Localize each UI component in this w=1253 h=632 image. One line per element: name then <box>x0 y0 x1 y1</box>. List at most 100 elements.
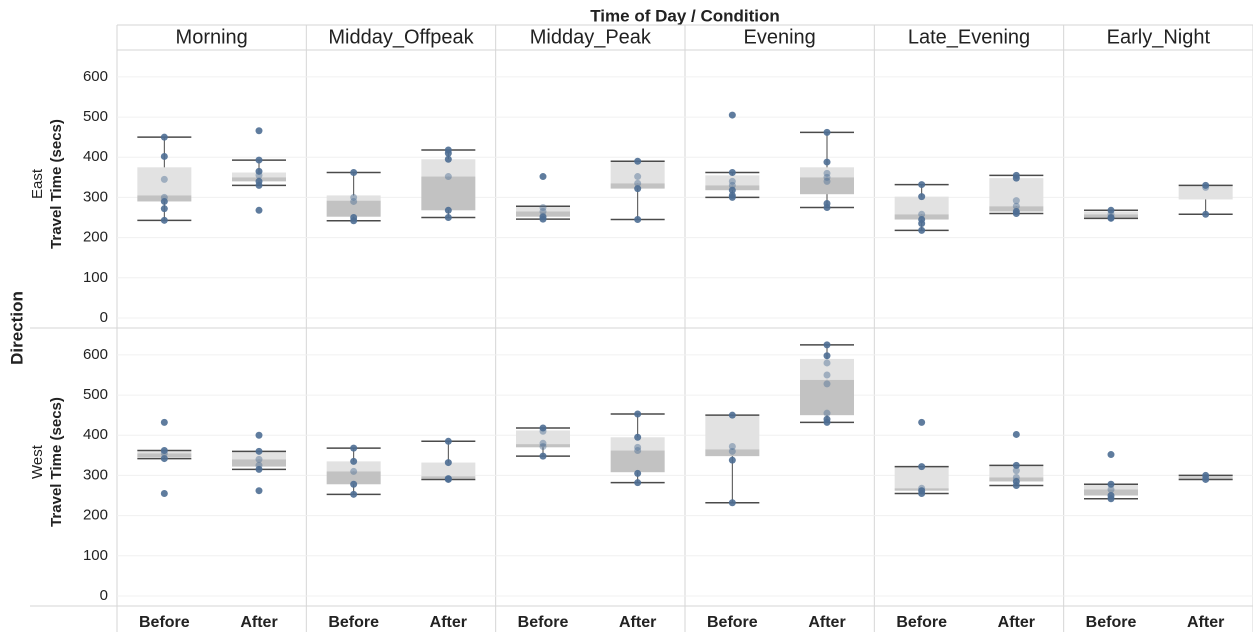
data-point <box>918 226 926 234</box>
box-upper <box>610 161 665 184</box>
data-point <box>539 427 547 435</box>
data-point <box>918 463 926 471</box>
box-upper <box>989 178 1044 207</box>
data-point <box>350 457 358 465</box>
data-point <box>350 444 358 452</box>
data-point <box>350 490 358 498</box>
box-upper <box>989 465 1044 478</box>
data-point <box>823 418 831 426</box>
data-point <box>634 179 642 187</box>
data-point <box>823 341 831 349</box>
data-point <box>160 133 168 141</box>
box-upper <box>705 415 760 450</box>
y-tick-label: 500 <box>83 108 108 125</box>
data-point <box>1107 206 1115 214</box>
row-label: West <box>29 444 46 479</box>
x-tick-label: After <box>430 614 467 631</box>
box-upper <box>232 451 286 460</box>
data-point <box>728 456 736 464</box>
y-tick-label: 300 <box>83 466 108 483</box>
box-lower <box>232 459 286 467</box>
y-tick-label: 500 <box>83 386 108 403</box>
data-point <box>728 447 736 455</box>
y-tick-label: 0 <box>100 587 108 604</box>
data-point <box>160 455 168 463</box>
data-point <box>444 173 452 181</box>
data-point <box>350 169 358 177</box>
data-point <box>350 193 358 201</box>
box-upper <box>705 175 760 186</box>
data-point <box>634 216 642 224</box>
box-upper <box>516 206 570 212</box>
y-axis-label: Travel Time (secs) <box>48 119 65 249</box>
data-point <box>728 186 736 194</box>
data-point <box>1107 451 1115 459</box>
data-point <box>918 193 926 201</box>
column-header: Evening <box>744 26 816 48</box>
column-header: Midday_Offpeak <box>328 26 474 48</box>
box-lower <box>610 450 665 473</box>
data-point <box>823 173 831 181</box>
data-point <box>728 111 736 119</box>
data-point <box>444 155 452 163</box>
data-point <box>918 220 926 228</box>
data-point <box>350 217 358 225</box>
data-point <box>1107 485 1115 493</box>
data-point <box>634 185 642 193</box>
data-point <box>160 197 168 205</box>
y-tick-label: 400 <box>83 426 108 443</box>
data-point <box>1107 495 1115 503</box>
data-point <box>1012 174 1020 182</box>
data-point <box>539 173 547 181</box>
data-point <box>918 490 926 498</box>
data-point <box>1012 481 1020 489</box>
data-point <box>444 459 452 467</box>
data-point <box>539 207 547 215</box>
x-tick-label: Before <box>328 614 379 631</box>
data-point <box>918 418 926 426</box>
data-point <box>255 181 263 189</box>
box-lower <box>705 449 760 457</box>
box-lower <box>800 379 854 416</box>
data-point <box>918 181 926 189</box>
data-point <box>539 424 547 432</box>
data-point <box>255 455 263 463</box>
data-point <box>160 205 168 213</box>
y-tick-label: 100 <box>83 547 108 564</box>
data-point <box>823 352 831 360</box>
data-point <box>255 156 263 164</box>
x-tick-label: After <box>998 614 1035 631</box>
data-point <box>444 437 452 445</box>
data-point <box>728 177 736 185</box>
y-tick-label: 400 <box>83 148 108 165</box>
chart-title: Time of Day / Condition <box>590 6 780 25</box>
box-lower <box>516 444 570 448</box>
data-point <box>444 214 452 222</box>
x-tick-label: After <box>619 614 656 631</box>
column-header: Morning <box>176 26 248 48</box>
box-upper <box>326 195 381 201</box>
data-point <box>444 475 452 483</box>
data-point <box>634 433 642 441</box>
box-upper <box>421 462 476 477</box>
box-upper <box>800 167 854 178</box>
data-point <box>728 443 736 451</box>
y-tick-label: 0 <box>100 309 108 326</box>
data-point <box>634 157 642 165</box>
data-point <box>350 480 358 488</box>
box-upper <box>894 466 949 489</box>
y-axis-label: Travel Time (secs) <box>48 397 65 527</box>
y-tick-label: 200 <box>83 507 108 524</box>
box-upper <box>421 159 476 177</box>
y-tick-label: 100 <box>83 269 108 286</box>
box-upper <box>137 167 192 196</box>
data-point <box>728 411 736 419</box>
box-upper <box>516 430 570 445</box>
data-point <box>1202 183 1210 191</box>
data-point <box>1202 210 1210 218</box>
box-lower <box>800 177 854 195</box>
data-point <box>1107 480 1115 488</box>
box-upper <box>232 172 286 178</box>
x-tick-label: Before <box>896 614 947 631</box>
